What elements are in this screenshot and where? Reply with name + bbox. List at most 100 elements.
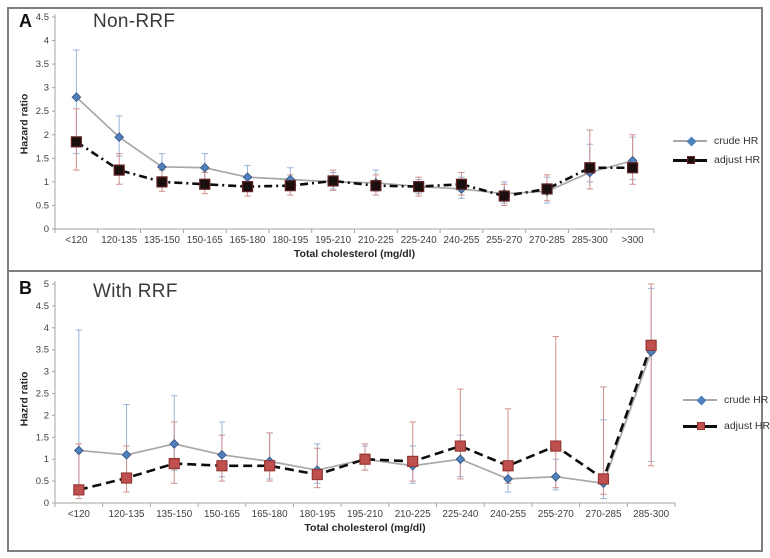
square-marker (370, 180, 382, 192)
y-tick-label: 2 (44, 130, 49, 141)
adjust-HR-markers (73, 339, 657, 496)
square-marker (327, 175, 339, 187)
square-marker (120, 472, 133, 484)
y-tick-label: 0.5 (36, 476, 49, 487)
x-category-label: 285-300 (572, 235, 609, 246)
adjust-hr-legend-marker-icon (683, 420, 719, 432)
x-category-label: <120 (65, 235, 88, 246)
square-marker (359, 453, 371, 465)
square-marker (73, 484, 85, 496)
y-tick-label: 4 (44, 36, 49, 47)
x-category-label: >300 (622, 235, 645, 246)
square-marker (645, 339, 657, 351)
diamond-marker (169, 439, 180, 449)
square-marker (498, 190, 510, 202)
x-category-label: 135-150 (156, 509, 193, 520)
adjust-HR-error-bars (75, 283, 655, 500)
square-marker (597, 473, 610, 485)
legend-label: adjust HR (714, 154, 761, 166)
square-marker (407, 455, 419, 467)
x-category-label: <120 (68, 509, 91, 520)
square-marker (541, 183, 553, 195)
panel-a: A Non-RRF Hazard ratio 0 0.5 1 1.5 2 2.5 3 3.5 4… (9, 9, 761, 272)
x-category-label: 120-135 (101, 235, 138, 246)
x-axis-title: Total cholesterol (mg/dl) (294, 248, 415, 260)
diamond-marker (121, 449, 132, 460)
y-tick-label: 3 (44, 83, 49, 94)
x-category-label: 195-210 (347, 509, 384, 520)
y-tick-label: 4 (44, 323, 49, 334)
y-tick-label: 2.5 (36, 106, 49, 117)
figure-frame: A Non-RRF Hazard ratio 0 0.5 1 1.5 2 2.5 3 3.5 4… (7, 7, 770, 552)
panel-b-legend: crude HR adjust HR (683, 392, 770, 434)
y-tick-label: 1.5 (36, 432, 49, 443)
x-category-label: 285-300 (633, 509, 670, 520)
legend-label: crude HR (724, 394, 769, 406)
x-category-label: 135-150 (144, 235, 181, 246)
y-tick-label: 3.5 (36, 59, 49, 70)
square-marker (627, 162, 639, 174)
panel-a-title: Non-RRF (93, 11, 176, 32)
x-category-label: 150-165 (204, 509, 241, 520)
y-tick-label: 1 (44, 177, 49, 188)
square-marker (413, 181, 425, 193)
diamond-marker (157, 161, 167, 172)
square-marker (502, 460, 514, 472)
panel-a-legend: crude HR adjust HR (673, 133, 760, 168)
y-tick-label: 0 (44, 224, 49, 235)
square-marker (584, 162, 596, 174)
x-category-label: 195-210 (315, 235, 352, 246)
square-marker (216, 460, 228, 472)
adjust-hr-legend-marker-icon (673, 154, 709, 166)
diamond-marker (503, 474, 513, 484)
y-tick-label: 1 (44, 454, 49, 465)
square-marker (284, 180, 296, 192)
y-tick-label: 0.5 (36, 200, 49, 211)
panel-b-letter: B (19, 278, 32, 298)
square-marker (241, 181, 254, 193)
y-tick-label: 1.5 (36, 153, 49, 164)
x-category-label: 165-180 (230, 235, 267, 246)
x-category-label: 240-255 (490, 509, 527, 520)
panel-a-letter: A (19, 11, 32, 31)
legend-item-adjust-hr: adjust HR (683, 418, 770, 434)
square-marker (455, 178, 468, 190)
x-category-label: 255-270 (538, 509, 575, 520)
x-category-label: 210-225 (358, 235, 395, 246)
x-axis-title: Total cholesterol (mg/dl) (304, 522, 425, 534)
x-category-label: 270-285 (529, 235, 566, 246)
panel-b-title: With RRF (93, 281, 178, 302)
diamond-marker (242, 172, 253, 183)
y-tick-label: 2 (44, 410, 49, 421)
y-tick-label: 0 (44, 498, 49, 509)
crude-hr-legend-marker-icon (683, 394, 719, 406)
x-category-label: 210-225 (395, 509, 432, 520)
legend-label: adjust HR (724, 420, 770, 432)
x-category-label: 150-165 (187, 235, 224, 246)
x-category-label: 165-180 (252, 509, 289, 520)
x-category-label: 180-195 (272, 235, 309, 246)
diamond-marker (114, 132, 125, 142)
diamond-marker (217, 449, 227, 460)
panel-b-y-axis-label: Hazrd ratio (18, 371, 30, 427)
adjust-HR-markers (70, 136, 639, 202)
diamond-marker (71, 92, 82, 102)
x-category-label: 225-240 (442, 509, 479, 520)
adjust-HR-line (75, 140, 633, 198)
legend-label: crude HR (714, 135, 759, 147)
square-marker (156, 176, 168, 188)
x-category-label: 120-135 (109, 509, 146, 520)
panel-a-y-axis-label: Hazard ratio (18, 93, 30, 155)
diamond-marker (199, 162, 210, 173)
square-marker (311, 468, 323, 481)
legend-item-crude-hr: crude HR (683, 392, 770, 408)
diamond-marker (455, 454, 466, 465)
y-tick-label: 2.5 (36, 389, 49, 400)
x-category-label: 255-270 (486, 235, 523, 246)
panel-b-chart: 0 0.5 1 1.5 2 2.5 3 3.5 4 4.5 5 <120 120-135 135-150 1… (36, 279, 676, 534)
y-tick-label: 5 (44, 279, 49, 290)
square-marker (264, 460, 276, 472)
diamond-marker (550, 471, 561, 482)
x-category-label: 240-255 (443, 235, 480, 246)
legend-item-adjust-hr: adjust HR (673, 152, 760, 168)
